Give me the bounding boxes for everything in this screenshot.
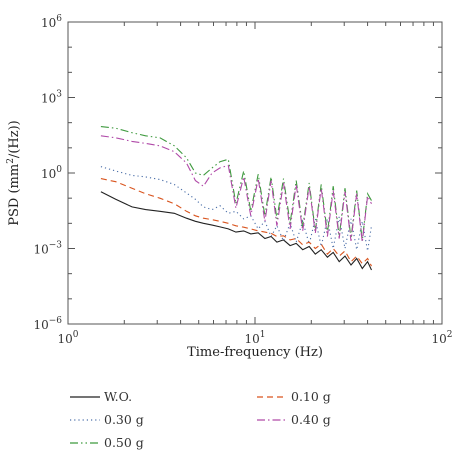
- y-tick-label: 10−3: [33, 241, 62, 257]
- x-tick-exponent: 2: [447, 330, 453, 340]
- y-tick-base: 10: [33, 318, 48, 332]
- y-axis-label: PSD (mm2/(Hz)): [6, 120, 22, 225]
- legend-label-4: 0.40 g: [291, 412, 331, 427]
- x-tick-label: 102: [431, 330, 452, 346]
- y-tick-exponent: −3: [49, 241, 63, 251]
- x-tick-exponent: 1: [260, 330, 266, 340]
- x-tick-base: 10: [431, 332, 446, 346]
- series-layer: [100, 126, 373, 271]
- legend-label-1: 0.30 g: [104, 412, 144, 427]
- x-tick-label: 100: [57, 330, 78, 346]
- y-axis-label-superscript: 2: [6, 158, 16, 164]
- y-tick-base: 10: [33, 243, 48, 257]
- y-tick-exponent: 0: [56, 165, 62, 175]
- legend: W.O. 0.30 g 0.50 g 0.10 g 0.40 g: [70, 389, 331, 450]
- legend-label-3: 0.10 g: [291, 389, 331, 404]
- y-tick-base: 10: [41, 16, 56, 30]
- y-tick-base: 10: [41, 167, 56, 181]
- legend-label-2: 0.50 g: [104, 435, 144, 450]
- y-tick-exponent: −6: [49, 316, 63, 326]
- y-tick-base: 10: [41, 92, 56, 106]
- x-tick-label: 101: [244, 330, 265, 346]
- plot-frame: [67, 21, 443, 325]
- series-line-4: [100, 135, 372, 243]
- series-line-0: [100, 191, 372, 271]
- series-line-2: [100, 126, 372, 241]
- y-tick-exponent: 3: [56, 90, 62, 100]
- y-tick-label: 103: [41, 90, 62, 106]
- y-tick-exponent: 6: [56, 14, 62, 24]
- y-axis-label-main: PSD (mm: [7, 164, 22, 226]
- y-tick-label: 10−6: [33, 316, 62, 332]
- series-line-3: [100, 178, 372, 267]
- legend-label-0: W.O.: [104, 389, 132, 404]
- x-tick-exponent: 0: [73, 330, 79, 340]
- x-axis-label: Time-frequency (Hz): [187, 345, 323, 360]
- y-axis-label-tail: /(Hz)): [7, 120, 22, 158]
- y-tick-label: 100: [41, 165, 62, 181]
- y-tick-label: 106: [41, 14, 62, 30]
- x-tick-base: 10: [244, 332, 259, 346]
- x-tick-base: 10: [57, 332, 72, 346]
